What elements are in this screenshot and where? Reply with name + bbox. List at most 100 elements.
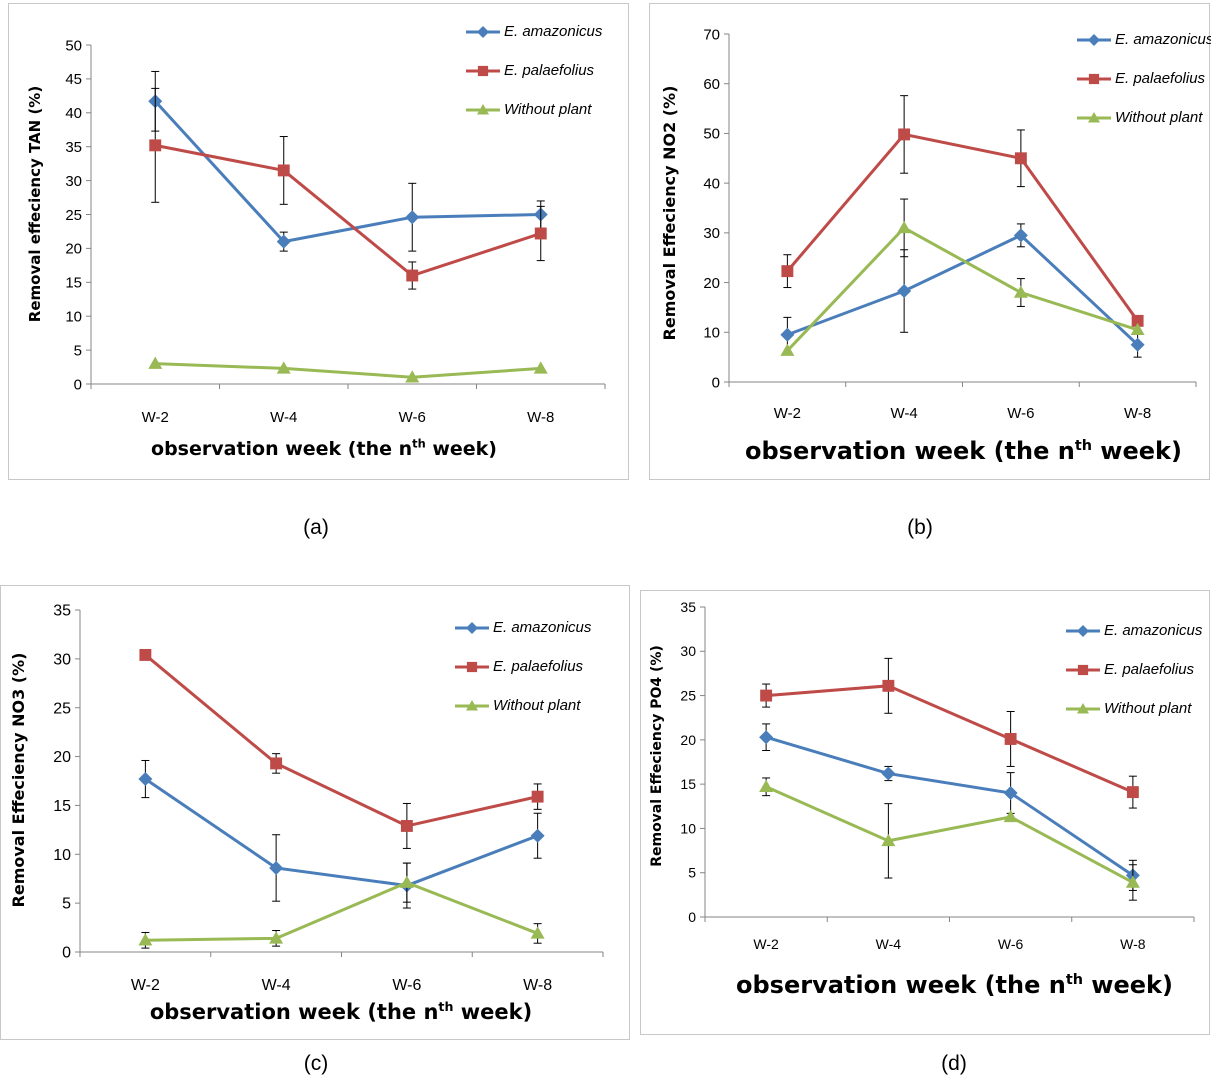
legend-swatch-marker [1088, 34, 1100, 46]
chart-b-y-axis-title: Removal Effeciency NO2 (%) [660, 85, 679, 341]
legend-swatch [466, 65, 500, 77]
chart-c-y-tick-label: 5 [62, 896, 71, 913]
chart-c-point [400, 819, 413, 832]
chart-d-y-tick-label: 10 [680, 820, 696, 836]
chart-c-y-tick-label: 30 [53, 651, 71, 668]
chart-d-series-line [766, 684, 1134, 794]
legend-swatch [1066, 664, 1100, 676]
legend-swatch-marker [477, 26, 489, 38]
chart-a-y-tick-label: 35 [65, 139, 82, 156]
chart-a-x-tick-label: W-8 [527, 409, 554, 426]
chart-a-y-tick-label: 30 [65, 173, 82, 190]
chart-d-y-tick-label: 15 [680, 776, 696, 792]
chart-c-point [399, 875, 414, 888]
caption-c: (c) [303, 1052, 329, 1075]
legend-swatch [466, 104, 500, 115]
chart-b-point [781, 265, 794, 278]
chart-b-x-axis-title: observation week (the nth week) [745, 437, 1182, 465]
chart-a-y-tick-label: 0 [74, 376, 82, 393]
chart-d-y-axis-title: Removal Effeciency PO4 (%) [649, 645, 665, 867]
chart-c-point [530, 926, 545, 939]
chart-c-series-1 [139, 648, 544, 849]
chart-b-y-tick-label: 30 [703, 225, 720, 242]
legend-swatch [1077, 34, 1111, 46]
chart-d-point [760, 689, 773, 702]
legend-label: Without plant [493, 697, 581, 714]
chart-a-y-tick-label: 10 [65, 308, 82, 325]
chart-a-point [406, 269, 419, 282]
chart-a-x-tick-label: W-4 [270, 409, 297, 426]
legend-label: E. palaefolius [493, 658, 584, 675]
legend-label: E. amazonicus [504, 23, 603, 40]
chart-c-point [269, 860, 284, 875]
legend-swatch [455, 700, 489, 711]
chart-d-y-tick-label: 35 [680, 599, 696, 615]
legend-swatch-marker [466, 700, 478, 711]
chart-c-series-line [144, 653, 538, 828]
chart-b-series-line [786, 233, 1139, 346]
chart-d-series-1 [760, 657, 1139, 809]
chart-c-x-tick-label: W-4 [262, 977, 291, 994]
chart-panel-a: 0 5 10 15 20 25 30 35 40 45 50 W-2 W-4 W-6 W-8 Removal… [8, 3, 629, 480]
chart-c-series-line [145, 881, 539, 942]
legend-label: E. amazonicus [1104, 622, 1203, 639]
legend-label: E. palaefolius [504, 62, 595, 79]
chart-a-series-line [155, 362, 541, 379]
chart-d-point [881, 833, 896, 847]
chart-c-point [530, 828, 545, 843]
chart-a-x-tick-label: W-6 [399, 409, 426, 426]
chart-b-x-tick-label: W-6 [1007, 405, 1034, 422]
chart-c-x-tick-label: W-6 [392, 977, 421, 994]
chart-a-y-axis-title: Removal effeciency TAN (%) [26, 85, 44, 323]
chart-a-y-tick-label: 50 [65, 37, 82, 54]
chart-a-y-tick-label: 15 [65, 275, 82, 292]
chart-c-x-tick-label: W-2 [131, 977, 160, 994]
chart-d-x-tick-label: W-2 [753, 936, 779, 952]
chart-c-y-tick-label: 0 [62, 945, 71, 962]
chart-d-point [1004, 733, 1017, 745]
chart-c-series-2 [138, 862, 545, 949]
chart-b-point [898, 128, 911, 141]
legend-swatch [455, 661, 489, 673]
chart-c-series-0 [138, 759, 545, 909]
chart-b-point [1130, 337, 1145, 352]
caption-d: (d) [941, 1052, 967, 1075]
legend-swatch [1066, 703, 1100, 714]
legend-label: E. amazonicus [1115, 31, 1211, 48]
chart-d-point [882, 679, 895, 692]
chart-b-x-tick-label: W-2 [774, 405, 801, 422]
chart-c-point [270, 757, 283, 770]
chart-d-x-tick-label: W-6 [998, 936, 1024, 952]
chart-c-x-tick-label: W-8 [523, 977, 552, 994]
chart-a-series-1 [149, 87, 547, 290]
chart-c-y-axis-title: Removal Effeciency NO3 (%) [9, 652, 28, 908]
chart-c-point [531, 790, 544, 803]
chart-d-y-tick-label: 25 [680, 687, 696, 703]
chart-b-point [780, 327, 795, 342]
chart-d-x-tick-label: W-4 [876, 936, 902, 952]
chart-b-point [1013, 228, 1028, 243]
legend-swatch [455, 622, 489, 634]
chart-d-x-tick-label: W-8 [1120, 936, 1146, 952]
chart-c-point [139, 648, 152, 661]
chart-a-series-2 [148, 356, 548, 383]
chart-b-series-0 [780, 223, 1145, 358]
chart-a-x-axis-title: observation week (the nth week) [151, 436, 497, 460]
legend-swatch [1077, 112, 1111, 123]
chart-c-y-tick-label: 15 [53, 798, 71, 815]
chart-panel-d: 0 5 10 15 20 25 30 35 W-2 W-4 W-6 W-8 Removal Effec… [640, 590, 1210, 1035]
chart-b-series-1 [781, 95, 1144, 327]
chart-a-plot: 0 5 10 15 20 25 30 35 40 45 50 W-2 W-4 W-6 W-8 [65, 37, 606, 426]
chart-d-point [881, 766, 896, 781]
chart-a-series-0 [148, 70, 548, 252]
chart-d-series-line [765, 785, 1134, 884]
legend-swatch-marker [477, 65, 489, 77]
chart-b-y-tick-label: 10 [703, 325, 720, 342]
chart-a-y-tick-label: 40 [65, 105, 82, 122]
chart-c-series-line [144, 777, 539, 888]
chart-d-point [759, 730, 774, 745]
chart-b-series-line [786, 132, 1139, 322]
chart-d-y-tick-label: 30 [680, 643, 696, 659]
chart-a-y-tick-label: 25 [65, 207, 82, 224]
caption-a: (a) [303, 516, 329, 539]
